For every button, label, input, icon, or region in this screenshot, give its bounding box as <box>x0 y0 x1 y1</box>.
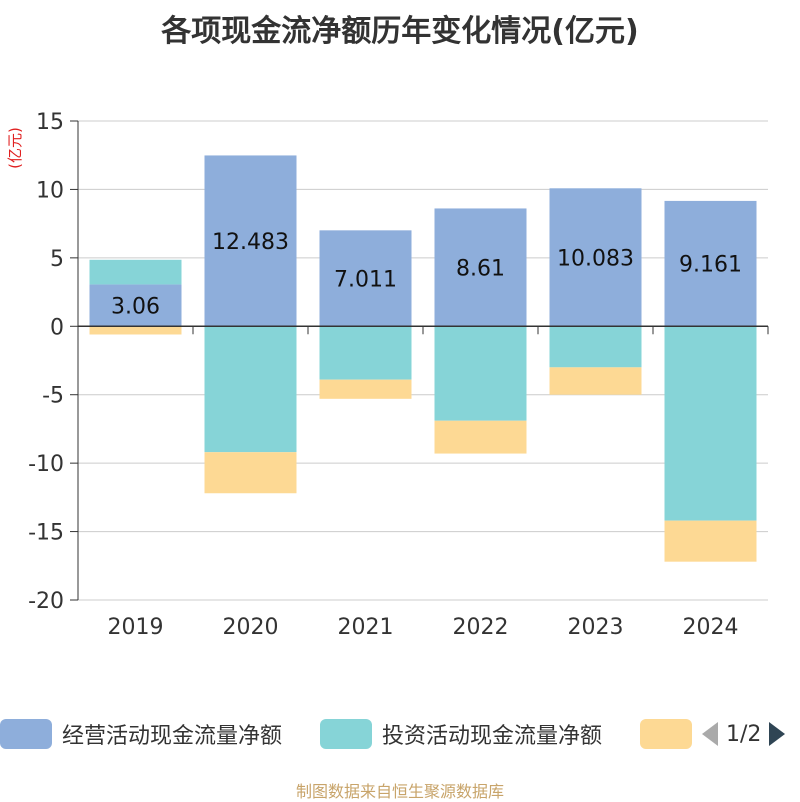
y-axis-title: (亿元) <box>6 127 24 169</box>
prev-page-icon[interactable] <box>700 720 720 748</box>
bar-segment <box>664 326 757 521</box>
x-tick-label: 2020 <box>223 615 279 640</box>
x-tick-label: 2021 <box>338 615 394 640</box>
bar-segment <box>434 420 527 454</box>
bar-segment <box>549 367 642 395</box>
bar-segment <box>319 326 412 380</box>
bar-segment <box>89 326 182 335</box>
legend-swatch-financing <box>640 719 692 749</box>
y-tick-label: 15 <box>36 110 64 135</box>
data-label: 3.06 <box>111 294 160 319</box>
next-page-icon[interactable] <box>767 720 787 748</box>
bar-segment <box>434 326 527 421</box>
y-tick-label: 10 <box>36 178 64 203</box>
chart-plot: 15 10 5 0 -5 -10 -15 -20 (亿元) 2019 3.06 2020 12.483 2… <box>6 110 769 640</box>
bar-segment <box>434 208 527 327</box>
data-label: 9.161 <box>679 253 742 278</box>
legend: 经营活动现金流量净额 投资活动现金流量净额 <box>0 716 800 756</box>
bar-segment <box>204 155 297 327</box>
legend-pager: 1/2 <box>700 716 787 752</box>
bar-segment <box>204 326 297 453</box>
data-label: 12.483 <box>212 230 289 255</box>
x-tick-label: 2024 <box>683 615 739 640</box>
bar-segment <box>89 284 182 327</box>
legend-swatch-operating <box>0 719 52 749</box>
bar-segment <box>549 326 642 368</box>
y-tick-label: -15 <box>28 521 64 546</box>
bar-segment <box>549 188 642 327</box>
legend-swatch-investing <box>320 719 372 749</box>
legend-item-operating[interactable]: 经营活动现金流量净额 <box>0 716 282 752</box>
x-tick-label: 2023 <box>568 615 624 640</box>
bar-segment <box>319 230 412 327</box>
bar-segment <box>319 379 412 399</box>
data-label: 10.083 <box>557 246 634 271</box>
bar-segment <box>664 200 757 327</box>
legend-label-investing: 投资活动现金流量净额 <box>382 724 603 749</box>
data-label: 8.61 <box>456 256 505 281</box>
y-tick-label: -5 <box>42 384 64 409</box>
bar-segment <box>664 520 757 562</box>
y-tick-label: -20 <box>28 589 64 614</box>
bar-segment <box>204 452 297 494</box>
chart-title: 各项现金流净额历年变化情况(亿元) <box>161 14 639 49</box>
x-tick-label: 2019 <box>108 615 164 640</box>
y-tick-label: 0 <box>50 315 64 340</box>
legend-item-financing[interactable] <box>640 716 692 752</box>
legend-page-indicator: 1/2 <box>726 721 762 747</box>
y-tick-label: -10 <box>28 452 64 477</box>
legend-item-investing[interactable]: 投资活动现金流量净额 <box>320 716 602 752</box>
x-tick-label: 2022 <box>453 615 509 640</box>
source-note: 制图数据来自恒生聚源数据库 <box>295 782 504 801</box>
y-tick-label: 5 <box>50 247 64 272</box>
bar-segment <box>89 259 182 285</box>
legend-label-operating: 经营活动现金流量净额 <box>62 724 283 749</box>
data-label: 7.011 <box>334 267 397 292</box>
